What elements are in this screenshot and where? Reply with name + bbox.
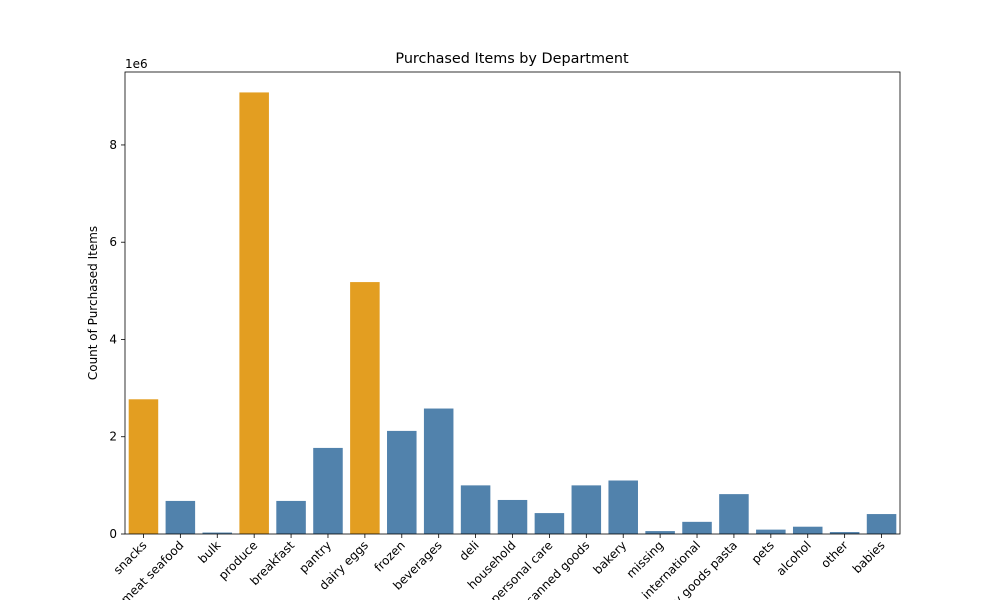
bar-canned-goods <box>571 485 602 534</box>
bar-produce <box>239 92 269 534</box>
bars-group <box>128 92 897 534</box>
chart-title: Purchased Items by Department <box>395 51 629 67</box>
bar-personal-care <box>534 513 565 534</box>
bar-frozen <box>387 430 417 534</box>
x-tick-label: deli <box>456 538 481 563</box>
bar-deli <box>460 485 491 534</box>
x-tick-label: alcohol <box>774 538 814 578</box>
bar-babies <box>866 514 897 534</box>
y-tick-label: 8 <box>109 138 117 152</box>
bar-alcohol <box>792 526 823 534</box>
bar-bulk <box>202 532 233 534</box>
x-tick-label: babies <box>850 538 888 576</box>
bar-pets <box>756 529 786 534</box>
x-tick-label: other <box>818 538 851 571</box>
bar-meat-seafood <box>165 500 196 534</box>
x-tick-label: pets <box>749 538 777 566</box>
bar-dairy-eggs <box>350 282 380 534</box>
y-tick-label: 2 <box>109 430 117 444</box>
y-axis-label: Count of Purchased Items <box>86 226 100 380</box>
y-ticks-group: 0 2 4 6 8 <box>109 138 125 541</box>
y-tick-label: 0 <box>109 527 117 541</box>
bar-international <box>682 521 712 534</box>
y-multiplier-label: 1e6 <box>125 57 148 71</box>
bar-household <box>497 499 528 534</box>
y-tick-label: 4 <box>109 332 117 346</box>
x-tick-label: bulk <box>195 538 223 566</box>
y-tick-label: 6 <box>109 235 117 249</box>
bar-beverages <box>423 408 454 534</box>
bar-bakery <box>608 480 638 534</box>
x-tick-label: frozen <box>371 538 407 574</box>
bar-breakfast <box>276 500 306 534</box>
bar-snacks <box>128 399 159 534</box>
plot-frame <box>124 71 901 535</box>
bar-other <box>829 532 860 534</box>
bar-pantry <box>313 447 343 534</box>
bar-missing <box>645 531 675 534</box>
bar-dry-goods-pasta <box>719 494 749 534</box>
